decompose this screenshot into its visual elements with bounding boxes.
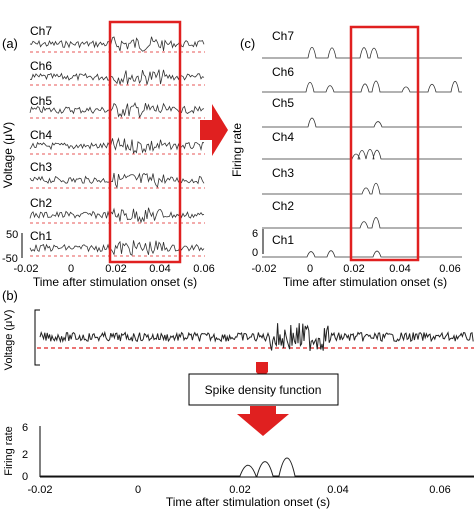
panel-c-channel-label: Ch6: [272, 65, 294, 79]
panel-c-xtick: 0: [307, 263, 313, 275]
panel-b-rate-ytick: 2: [22, 449, 28, 461]
panel-c-rate-trace: [262, 182, 462, 195]
spike-density-label: Spike density function: [205, 383, 322, 397]
panel-a-scale-top: 50: [6, 229, 18, 241]
panel-a-xtick: 0.06: [193, 263, 214, 275]
panel-c-channel-label: Ch3: [272, 166, 294, 180]
panel-c-rate-trace: [262, 217, 462, 229]
panel-a-voltage-trace: [29, 240, 205, 256]
arrow-right-icon: [200, 104, 228, 156]
panel-a-highlight-box: [108, 20, 182, 264]
panel-a-voltage-trace: [29, 69, 205, 85]
panel-c-channel-label: Ch4: [272, 130, 294, 144]
panel-b-xtick: 0.04: [327, 484, 348, 496]
panel-c: Firing rate Ch7 Ch6 Ch5 Ch4 Ch3 Ch2 Ch1 …: [230, 25, 462, 289]
panel-a-channel-label: Ch5: [30, 94, 52, 108]
panel-a-xtick: 0.04: [149, 263, 170, 275]
panel-c-rate-trace: [262, 148, 462, 160]
panel-c-rate-trace: [262, 117, 462, 128]
panel-c-xtick: 0.06: [439, 263, 460, 275]
panel-b-rate-ylabel: Firing rate: [3, 426, 15, 476]
panel-c-channel-label: Ch7: [272, 29, 294, 43]
panel-c-highlight-box: [349, 25, 420, 262]
panel-a-xtick: 0: [68, 263, 74, 275]
panel-c-xlabel: Time after stimulation onset (s): [283, 275, 447, 289]
panel-b-rate-ytick: 6: [22, 422, 28, 434]
panel-b-voltage-bracket: [34, 309, 40, 366]
panel-a-channel-label: Ch7: [30, 24, 52, 38]
panel-b-xtick: 0: [135, 484, 141, 496]
panel-b-rate-trace: [40, 457, 474, 477]
panel-c-traces: [262, 46, 462, 258]
panel-c-scale-top: 6: [252, 228, 258, 240]
panel-c-scale-bottom: 0: [252, 247, 258, 259]
panel-a-xtick: 0.02: [105, 263, 126, 275]
panel-b-xtick: 0.02: [229, 484, 250, 496]
panel-b-voltage-trace: [39, 323, 474, 352]
panel-a-voltage-trace: [29, 207, 205, 224]
panel-a-traces: [29, 36, 205, 257]
panel-b-rate-ytick: 0: [22, 471, 28, 483]
panel-b-xlabel: Time after stimulation onset (s): [166, 495, 330, 509]
panel-a-voltage-trace: [29, 102, 205, 119]
panel-c-channel-label: Ch1: [272, 233, 294, 247]
panel-c-channel-label: Ch5: [272, 96, 294, 110]
panel-a-xaxis: -0.02 0 0.02 0.04 0.06: [13, 263, 214, 275]
arrow-down-icon: [237, 406, 289, 436]
panel-c-xtick: 0.04: [389, 263, 410, 275]
panel-c-channel-label: Ch2: [272, 199, 294, 213]
panel-c-rate-trace: [262, 80, 462, 93]
panel-label-c: (c): [240, 36, 255, 51]
panel-a-channel-label: Ch3: [30, 160, 52, 174]
panel-a-voltage-trace: [29, 172, 205, 190]
panel-c-xtick: 0.02: [343, 263, 364, 275]
panel-a-scale-bottom: -50: [2, 253, 18, 265]
panel-c-ylabel: Firing rate: [230, 123, 244, 177]
panel-b-xaxis: -0.02 0 0.02 0.04 0.06: [27, 484, 450, 496]
panel-b-xtick: 0.06: [429, 484, 450, 496]
panel-a-ylabel: Voltage (μV): [1, 122, 15, 188]
panel-a: Voltage (μV) Ch7 Ch6 Ch5 Ch4 Ch3 Ch2 Ch1…: [1, 20, 215, 289]
panel-c-xaxis: -0.02 0 0.02 0.04 0.06: [251, 263, 460, 275]
panel-a-voltage-trace: [29, 137, 205, 155]
panel-b-xtick: -0.02: [27, 484, 52, 496]
panel-label-b: (b): [2, 288, 18, 303]
panel-c-rate-trace: [262, 250, 462, 258]
panel-a-channel-label: Ch1: [30, 229, 52, 243]
panel-a-channel-label: Ch2: [30, 196, 52, 210]
panel-c-rate-trace: [262, 46, 462, 59]
panel-b: Voltage (μV) Spike density function Firi…: [3, 309, 474, 509]
panel-a-channel-label: Ch6: [30, 59, 52, 73]
panel-c-channel-labels: Ch7 Ch6 Ch5 Ch4 Ch3 Ch2 Ch1: [272, 29, 294, 247]
panel-a-channel-label: Ch4: [30, 128, 52, 142]
panel-b-voltage-ylabel: Voltage (μV): [3, 310, 15, 371]
panel-a-channel-labels: Ch7 Ch6 Ch5 Ch4 Ch3 Ch2 Ch1: [30, 24, 52, 243]
panel-c-xtick: -0.02: [251, 263, 276, 275]
panel-a-voltage-trace: [29, 36, 205, 52]
spike-density-box: [188, 373, 339, 406]
panel-a-xlabel: Time after stimulation onset (s): [33, 275, 197, 289]
panel-label-a: (a): [2, 36, 18, 51]
panel-a-xtick: -0.02: [13, 263, 38, 275]
